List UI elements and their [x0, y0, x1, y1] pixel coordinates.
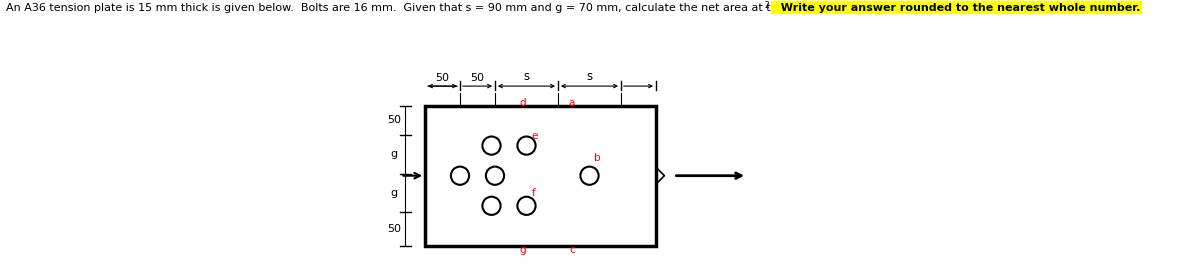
Text: c: c	[569, 245, 575, 255]
Text: a: a	[569, 98, 575, 108]
Text: g: g	[391, 149, 397, 159]
Text: Write your answer rounded to the nearest whole number.: Write your answer rounded to the nearest…	[773, 3, 1140, 13]
Circle shape	[482, 136, 500, 155]
Circle shape	[451, 167, 469, 185]
Text: 50: 50	[388, 115, 401, 125]
Bar	[425, 106, 656, 246]
Text: d: d	[520, 98, 527, 108]
Text: 50: 50	[436, 73, 450, 83]
Text: g: g	[391, 188, 397, 198]
Text: An A36 tension plate is 15 mm thick is given below.  Bolts are 16 mm.  Given tha: An A36 tension plate is 15 mm thick is g…	[6, 3, 956, 13]
Circle shape	[517, 197, 535, 215]
Circle shape	[581, 167, 599, 185]
Text: s: s	[587, 70, 593, 83]
Text: 50: 50	[470, 73, 485, 83]
Text: 50: 50	[388, 224, 401, 234]
Circle shape	[486, 167, 504, 185]
Text: s: s	[523, 70, 529, 83]
Text: b: b	[594, 153, 601, 163]
Text: f: f	[532, 188, 535, 198]
Text: e: e	[532, 131, 538, 141]
Text: 2: 2	[764, 1, 769, 10]
Circle shape	[517, 136, 535, 155]
Circle shape	[482, 197, 500, 215]
Text: g: g	[520, 245, 527, 255]
